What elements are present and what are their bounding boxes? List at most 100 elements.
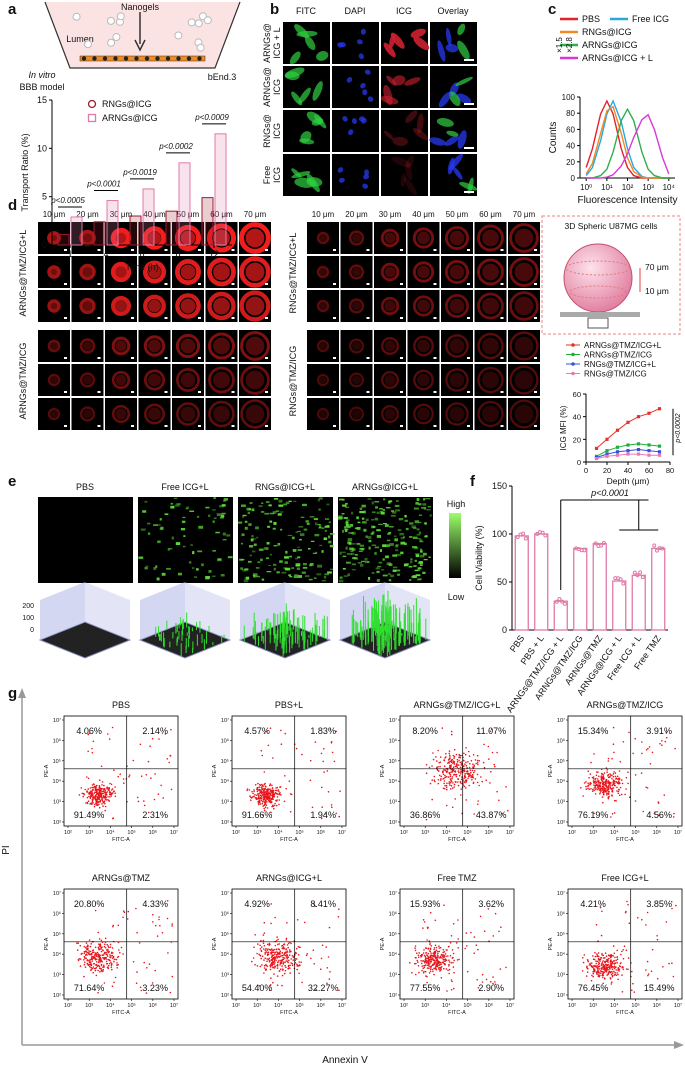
signal: [379, 508, 383, 510]
event: [608, 790, 610, 793]
event: [449, 788, 452, 790]
row-label: ARNGs@: [262, 67, 272, 107]
event: [288, 954, 291, 956]
event: [473, 952, 476, 954]
signal: [308, 547, 311, 550]
event: [437, 956, 439, 959]
signal: [221, 512, 226, 515]
event: [99, 956, 102, 959]
signal: [219, 516, 224, 519]
plot-frame: [567, 888, 683, 1000]
cell: [410, 28, 426, 38]
spheroid-core: [352, 233, 361, 243]
micrograph: [474, 290, 507, 322]
event: [435, 756, 437, 758]
event: [445, 771, 448, 773]
point: [647, 453, 651, 457]
event: [498, 930, 500, 933]
y-tick-label: 10³: [221, 800, 229, 806]
legend-label: RNGs@ICG: [102, 99, 152, 109]
bar: [93, 221, 106, 246]
y-tick-label: 10⁵: [53, 931, 61, 938]
y-axis-label: Cell Viability (%): [474, 525, 484, 590]
signal: [168, 547, 173, 550]
scale-bar: [534, 283, 537, 285]
event: [615, 780, 617, 783]
event: [270, 984, 272, 986]
signal: [385, 507, 391, 509]
event: [111, 954, 114, 957]
event: [283, 943, 286, 945]
event: [448, 782, 451, 785]
event: [278, 956, 281, 958]
event: [467, 750, 470, 753]
event: [257, 943, 259, 945]
event: [112, 952, 114, 954]
event: [94, 909, 97, 912]
event: [445, 968, 448, 970]
event: [266, 801, 268, 803]
event: [83, 963, 86, 966]
x-tick-label: 10²: [568, 830, 576, 836]
signal: [319, 525, 322, 529]
y-axis-label: PE-A: [212, 764, 218, 777]
event: [90, 964, 93, 966]
y-axis-label: PE-A: [380, 937, 386, 950]
x-axis-label: FITC-A: [280, 1010, 298, 1016]
event: [458, 753, 461, 756]
signal: [345, 502, 348, 505]
event: [271, 794, 274, 796]
signal: [408, 536, 413, 538]
event: [596, 970, 599, 972]
event: [481, 981, 484, 983]
spheroid-core: [83, 267, 92, 277]
cell-dot: [102, 56, 108, 61]
signal: [201, 563, 204, 567]
event: [259, 948, 262, 950]
event: [427, 958, 430, 961]
row-label: ICG + L: [272, 27, 282, 58]
event: [471, 776, 474, 778]
event: [256, 952, 258, 955]
event: [611, 784, 614, 787]
event: [271, 796, 274, 799]
micrograph: [441, 364, 473, 396]
event: [607, 760, 610, 762]
signal: [241, 533, 245, 537]
event: [162, 797, 164, 799]
event: [414, 973, 417, 976]
event: [263, 807, 266, 810]
signal: [220, 514, 225, 518]
signal: [182, 516, 186, 519]
panel-label: e: [8, 473, 16, 490]
event: [612, 743, 615, 745]
spheroid: [477, 400, 504, 428]
event: [459, 756, 462, 759]
scale-bar: [131, 357, 134, 359]
signal: [343, 575, 349, 577]
event: [428, 956, 431, 959]
scale-bar: [500, 425, 504, 427]
signal: [410, 558, 413, 561]
event: [268, 793, 270, 795]
event: [261, 754, 264, 757]
y-tick-label: 40: [573, 413, 581, 422]
event: [471, 779, 473, 781]
micrograph: [205, 398, 238, 430]
event: [284, 732, 287, 735]
legend-label: ARNGs@ICG + L: [582, 53, 653, 63]
event: [104, 947, 107, 949]
signal: [412, 536, 418, 540]
event: [263, 793, 266, 796]
signal: [393, 535, 397, 537]
event: [429, 954, 432, 957]
micrograph: [441, 330, 473, 362]
event: [611, 970, 613, 973]
spheroid: [381, 405, 399, 423]
signal: [423, 552, 427, 556]
event: [158, 738, 160, 740]
y-tick-label: 20: [566, 158, 575, 167]
event: [329, 728, 332, 730]
event: [598, 955, 600, 958]
y-tick-label: 0: [42, 240, 47, 250]
